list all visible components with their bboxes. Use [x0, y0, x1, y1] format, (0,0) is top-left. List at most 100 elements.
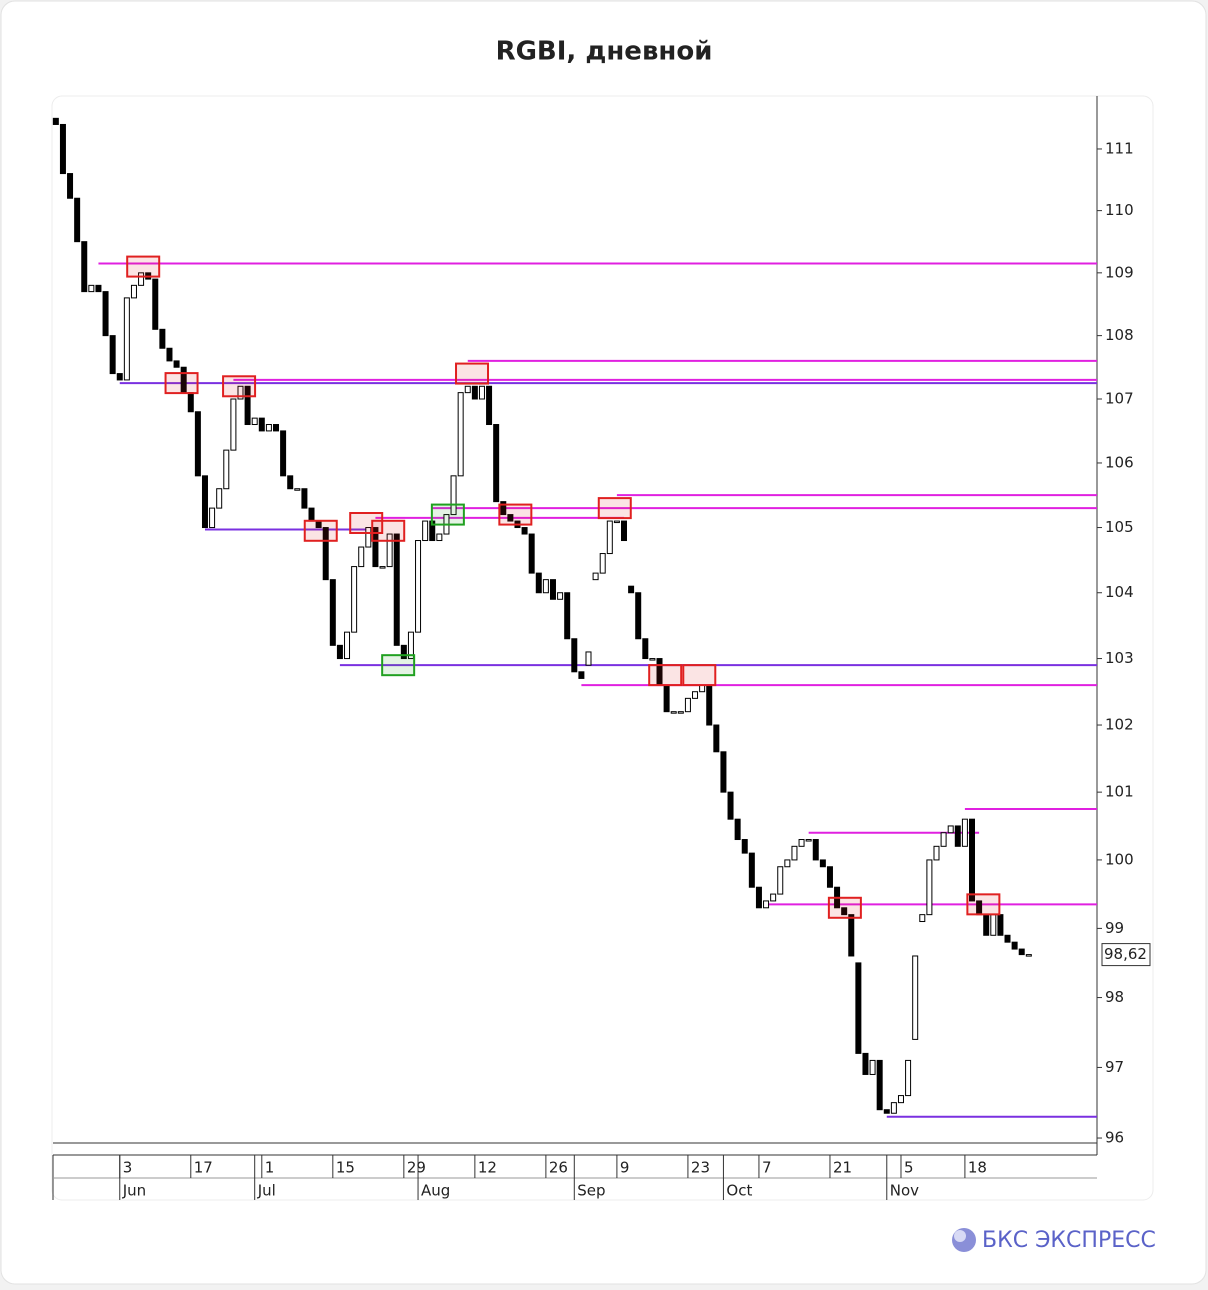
marker-box: [303, 519, 338, 542]
candle: [493, 424, 500, 503]
candle: [379, 566, 386, 569]
marker-box: [827, 896, 862, 919]
marker-box: [430, 503, 465, 526]
candle: [1004, 934, 1011, 943]
candle: [969, 818, 976, 902]
candle: [159, 328, 166, 349]
candle: [322, 527, 329, 581]
candle: [571, 638, 578, 673]
candle: [720, 751, 727, 793]
brand-icon-highlight: [954, 1230, 966, 1242]
candle: [1025, 954, 1032, 957]
month-tick-label: Sep: [577, 1182, 605, 1200]
candle: [592, 572, 599, 581]
candle: [557, 592, 564, 600]
candle: [770, 893, 777, 902]
candle: [876, 1059, 883, 1111]
candle: [450, 475, 457, 516]
candle: [862, 1052, 869, 1075]
candle: [542, 579, 549, 594]
candle: [422, 520, 429, 542]
candle: [912, 955, 919, 1040]
candle: [109, 335, 116, 375]
candle: [265, 424, 272, 432]
y-tick-label: 97: [1105, 1058, 1124, 1076]
candle: [478, 385, 485, 400]
marker-box: [126, 255, 161, 278]
candle: [628, 585, 635, 594]
candle: [280, 430, 287, 477]
candle: [855, 962, 862, 1054]
candle: [230, 398, 237, 451]
y-tick-label: 109: [1105, 263, 1134, 281]
candle: [81, 241, 88, 293]
month-tick-label: Jun: [122, 1182, 146, 1200]
candle: [684, 697, 691, 713]
candle: [400, 644, 407, 660]
candle: [933, 845, 940, 861]
candle: [919, 914, 926, 923]
candle: [826, 866, 833, 888]
candle: [471, 385, 478, 400]
candle: [549, 579, 556, 600]
candle: [393, 533, 400, 646]
candle: [201, 475, 208, 529]
candle: [798, 839, 805, 847]
x-tick-label: 17: [194, 1159, 213, 1177]
candle: [535, 572, 542, 594]
x-tick-label: 21: [833, 1159, 852, 1177]
candle: [74, 197, 81, 243]
marker-box: [349, 512, 384, 535]
y-tick-label: 103: [1105, 649, 1134, 667]
candle: [336, 644, 343, 660]
candle: [372, 527, 379, 568]
candle: [926, 859, 933, 916]
candle: [116, 373, 123, 381]
x-tick-label: 29: [407, 1159, 426, 1177]
candle: [741, 839, 748, 854]
candle: [983, 914, 990, 936]
month-tick-label: Aug: [421, 1182, 450, 1200]
candle: [606, 520, 613, 555]
candle: [692, 691, 699, 699]
candle: [237, 385, 244, 400]
candle: [258, 417, 265, 432]
candle: [67, 173, 74, 199]
candle: [670, 711, 677, 714]
candle: [173, 360, 180, 368]
x-tick-label: 12: [478, 1159, 497, 1177]
candle: [59, 123, 66, 175]
x-tick-label: 7: [762, 1159, 772, 1177]
candle: [102, 291, 109, 337]
candle: [500, 501, 507, 516]
candle: [578, 671, 585, 679]
chart-title: RGBI, дневной: [496, 37, 713, 67]
candle: [777, 866, 784, 895]
candle: [187, 392, 194, 413]
candle: [713, 724, 720, 753]
candle: [819, 859, 826, 868]
candle: [287, 475, 294, 490]
x-tick-label: 23: [691, 1159, 710, 1177]
candle: [755, 886, 762, 909]
candle: [294, 488, 301, 491]
candle: [1018, 948, 1025, 956]
candle: [748, 852, 755, 888]
candle: [848, 914, 855, 957]
candle: [564, 592, 571, 640]
candle: [95, 284, 102, 293]
month-tick-label: Nov: [890, 1182, 919, 1200]
candle: [812, 839, 819, 861]
candle: [244, 385, 251, 426]
candle: [464, 385, 471, 394]
candle: [805, 839, 812, 842]
candle: [166, 347, 173, 362]
candle: [407, 631, 414, 660]
candle: [329, 579, 336, 646]
y-tick-label: 111: [1105, 139, 1134, 157]
candle: [905, 1059, 912, 1097]
candle: [365, 527, 372, 548]
candle: [940, 832, 947, 847]
marker-box: [966, 893, 1001, 916]
y-tick-label: 104: [1105, 583, 1134, 601]
